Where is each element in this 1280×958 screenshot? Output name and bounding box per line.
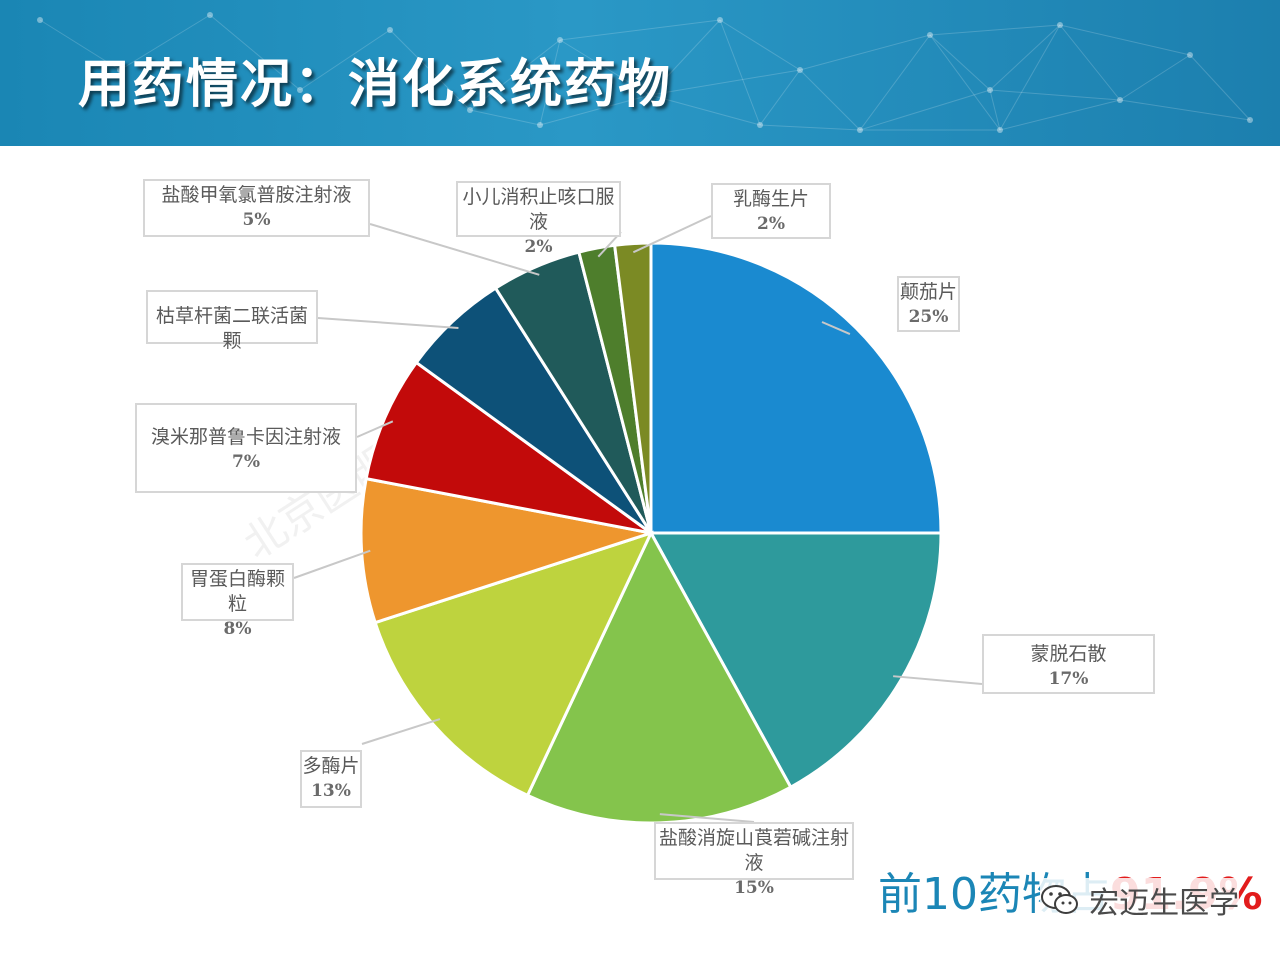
wechat-account-name: 宏迈生医学 xyxy=(1089,886,1240,921)
page-title: 用药情况：消化系统药物 xyxy=(78,55,673,115)
pie-slice xyxy=(648,531,943,790)
network-node xyxy=(117,67,123,73)
network-line xyxy=(209,14,301,91)
label-溴米那普鲁卡因注射液: 溴米那普鲁卡因注射液 7% xyxy=(135,403,357,493)
network-line xyxy=(1059,24,1191,56)
label-盐酸甲氧氯普胺注射液: 盐酸甲氧氯普胺注射液 5% xyxy=(143,179,370,237)
network-node xyxy=(537,122,543,128)
network-node xyxy=(1247,117,1253,123)
network-line xyxy=(39,19,121,71)
network-line xyxy=(469,109,541,126)
label-盐酸消旋山莨菪碱注射液: 盐酸消旋山莨菪碱注射液 15% xyxy=(654,822,854,898)
network-line xyxy=(469,39,561,111)
pie-slice xyxy=(364,360,652,535)
network-line xyxy=(799,34,931,71)
label-胃蛋白酶颗粒: 胃蛋白酶颗粒 8% xyxy=(181,563,294,639)
network-line xyxy=(929,34,1001,131)
leader-line xyxy=(369,223,540,276)
leader-line xyxy=(893,675,983,685)
wechat-icon xyxy=(1041,885,1078,914)
network-node xyxy=(757,122,763,128)
label-小儿消积止咳口服液: 小儿消积止咳口服液 2% xyxy=(456,181,621,257)
network-node xyxy=(207,12,213,18)
label-多酶片: 多酶片 13% xyxy=(300,750,362,808)
network-line xyxy=(989,89,1121,101)
network-line xyxy=(999,24,1061,131)
network-node xyxy=(927,32,933,38)
network-node xyxy=(467,107,473,113)
network-line xyxy=(989,24,1061,91)
network-line xyxy=(649,19,721,96)
network-line xyxy=(539,39,561,126)
network-line xyxy=(299,29,391,91)
network-line xyxy=(719,19,761,126)
network-line xyxy=(759,124,861,131)
network-node xyxy=(1187,52,1193,58)
leader-line xyxy=(317,317,459,329)
network-line xyxy=(1119,54,1191,101)
leader-line xyxy=(821,321,851,336)
network-node xyxy=(647,92,653,98)
network-pattern xyxy=(37,12,1253,133)
network-line xyxy=(1189,54,1251,121)
network-node xyxy=(717,17,723,23)
pie-slice xyxy=(359,476,652,625)
network-line xyxy=(719,19,801,71)
network-line xyxy=(649,69,801,96)
network-line xyxy=(929,34,991,91)
network-line xyxy=(929,24,1061,36)
label-蒙脱石散: 蒙脱石散 17% xyxy=(982,634,1155,694)
pie-slice xyxy=(649,241,943,535)
label-颠茄片: 颠茄片 25% xyxy=(897,276,960,332)
label-乳酶生片: 乳酶生片 2% xyxy=(711,183,831,239)
network-line xyxy=(989,89,1001,131)
title-banner: 用药情况：消化系统药物 xyxy=(0,0,1280,146)
network-line xyxy=(649,94,761,126)
network-node xyxy=(557,37,563,43)
network-line xyxy=(1059,24,1121,101)
network-line xyxy=(799,69,861,131)
network-line xyxy=(559,19,721,41)
leader-line xyxy=(293,549,371,579)
network-line xyxy=(759,69,801,126)
network-line xyxy=(119,14,211,71)
leader-line xyxy=(659,813,755,823)
network-node xyxy=(857,127,863,133)
pie-slice xyxy=(373,530,654,798)
label-枯草杆菌二联活菌颗: 枯草杆菌二联活菌颗 xyxy=(146,290,318,352)
network-line xyxy=(999,99,1121,131)
network-node xyxy=(797,67,803,73)
network-node xyxy=(987,87,993,93)
network-line xyxy=(539,94,651,126)
network-node xyxy=(297,87,303,93)
network-line xyxy=(859,89,991,131)
wechat-account-badge: 宏迈生医学 xyxy=(1040,878,1240,921)
leader-line xyxy=(632,215,712,254)
network-node xyxy=(387,27,393,33)
network-line xyxy=(859,34,931,131)
network-node xyxy=(1057,22,1063,28)
leader-line xyxy=(361,718,441,745)
network-line xyxy=(389,29,471,111)
network-node xyxy=(1117,97,1123,103)
network-line xyxy=(1119,99,1251,121)
leader-line xyxy=(356,420,394,438)
network-node xyxy=(37,17,43,23)
network-node xyxy=(997,127,1003,133)
network-line xyxy=(559,39,651,96)
